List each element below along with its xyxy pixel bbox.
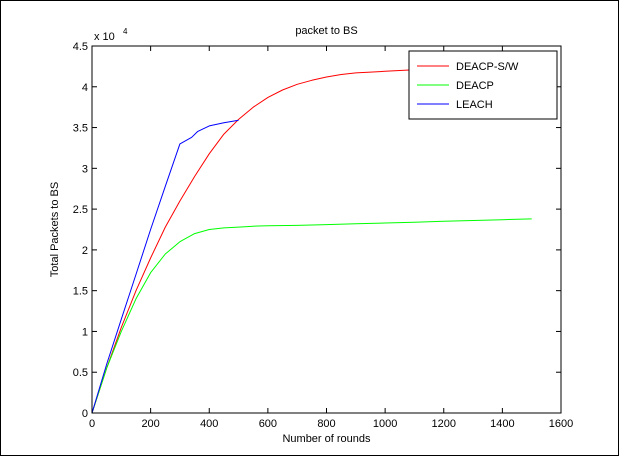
plot-area [91, 45, 562, 414]
y-tick-label: 1 [82, 326, 88, 338]
legend-label-0: DEACP-S/W [456, 61, 519, 73]
y-tick-label: 0 [82, 408, 88, 420]
y-tick-label: 0.5 [73, 367, 88, 379]
y-tick-label: 4.5 [73, 41, 88, 53]
y-tick-label: 2.5 [73, 204, 88, 216]
x-tick-label: 600 [259, 418, 277, 430]
legend: DEACP-S/W DEACP LEACH [408, 50, 558, 120]
y-tick-label: 2 [82, 245, 88, 257]
y-multiplier-base: x 10 [94, 31, 115, 43]
y-tick-label: 3 [82, 163, 88, 175]
x-tick-label: 1400 [490, 418, 514, 430]
chart-title: packet to BS [295, 25, 357, 37]
y-tick-label: 4 [82, 82, 88, 94]
y-axis-label: Total Packets to BS [49, 182, 61, 277]
x-tick-label: 800 [317, 418, 335, 430]
x-tick-label: 200 [141, 418, 159, 430]
y-tick-label: 1.5 [73, 286, 88, 298]
x-axis-label: Number of rounds [282, 433, 371, 445]
ticks-layer: 0 200 400 600 800 1000 1200 1400 1600 0 0.5 1 1.5 2 2.… [73, 41, 574, 430]
y-axis-multiplier: x 10 4 [94, 27, 128, 43]
y-tick-label: 3.5 [73, 123, 88, 135]
y-multiplier-exponent: 4 [123, 27, 128, 36]
x-tick-label: 1200 [432, 418, 456, 430]
x-tick-label: 0 [89, 418, 95, 430]
legend-label-1: DEACP [456, 80, 494, 92]
x-tick-label: 1600 [549, 418, 573, 430]
x-tick-label: 1000 [373, 418, 397, 430]
series-line-1 [91, 218, 532, 414]
series-line-2 [91, 119, 239, 414]
x-tick-label: 400 [200, 418, 218, 430]
legend-label-2: LEACH [456, 99, 493, 111]
